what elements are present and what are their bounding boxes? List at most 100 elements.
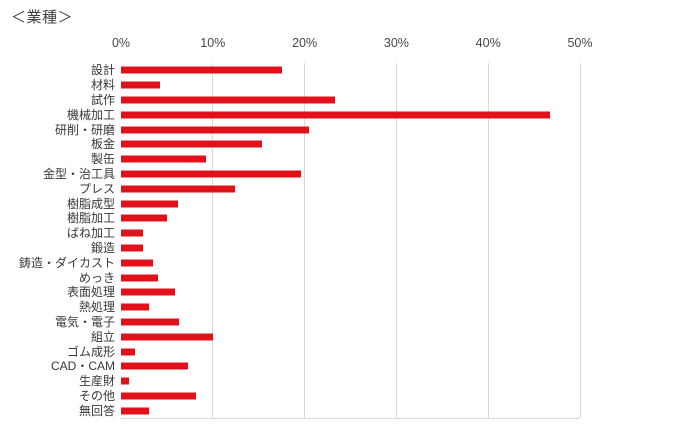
category-label: 設計 bbox=[90, 63, 115, 78]
chart-row: 生産財 bbox=[0, 374, 700, 389]
bar bbox=[121, 244, 144, 252]
bar bbox=[121, 318, 179, 326]
bar bbox=[121, 81, 161, 89]
gridline bbox=[395, 63, 397, 418]
bar-track bbox=[121, 255, 580, 270]
gridline bbox=[579, 63, 581, 418]
x-axis-tick: 20% bbox=[292, 36, 318, 50]
bar bbox=[121, 66, 282, 74]
bar bbox=[121, 111, 550, 119]
category-label: 電気・電子 bbox=[54, 314, 115, 329]
chart-row: 鍛造 bbox=[0, 241, 700, 256]
bar-track bbox=[121, 329, 580, 344]
chart-row: 樹脂成型 bbox=[0, 196, 700, 211]
chart-row: 鋳造・ダイカスト bbox=[0, 255, 700, 270]
category-label: 材料 bbox=[90, 78, 115, 93]
bar-track bbox=[121, 211, 580, 226]
chart-row: 研削・研磨 bbox=[0, 122, 700, 137]
chart-row: 試作 bbox=[0, 93, 700, 108]
chart-row: ゴム成形 bbox=[0, 344, 700, 359]
category-label: めっき bbox=[78, 270, 115, 285]
bar-track bbox=[121, 63, 580, 78]
category-label: 試作 bbox=[90, 92, 115, 107]
bar-track bbox=[121, 300, 580, 315]
category-label: CAD・CAM bbox=[50, 359, 115, 374]
category-label: 鍛造 bbox=[90, 240, 115, 255]
chart-row: 電気・電子 bbox=[0, 315, 700, 330]
chart-row: プレス bbox=[0, 181, 700, 196]
chart-row: 組立 bbox=[0, 329, 700, 344]
category-label: 金型・治工具 bbox=[42, 166, 115, 181]
bar-track bbox=[121, 78, 580, 93]
bar bbox=[121, 140, 263, 148]
bar bbox=[121, 170, 301, 178]
bar-track bbox=[121, 403, 580, 418]
bar-track bbox=[121, 344, 580, 359]
chart-row: ばね加工 bbox=[0, 226, 700, 241]
bar bbox=[121, 377, 130, 385]
plot-area bbox=[121, 63, 581, 419]
bar bbox=[121, 126, 310, 134]
bar bbox=[121, 214, 167, 222]
x-axis-tick: 50% bbox=[567, 36, 593, 50]
chart-row: 無回答 bbox=[0, 403, 700, 418]
gridline bbox=[212, 63, 214, 418]
category-label: 鋳造・ダイカスト bbox=[18, 255, 115, 270]
bar bbox=[121, 274, 158, 282]
bar-track bbox=[121, 122, 580, 137]
gridline bbox=[304, 63, 306, 418]
category-label: その他 bbox=[78, 388, 115, 403]
bar-track bbox=[121, 241, 580, 256]
chart-row: その他 bbox=[0, 389, 700, 404]
chart-row: CAD・CAM bbox=[0, 359, 700, 374]
bar-track bbox=[121, 359, 580, 374]
bar bbox=[121, 362, 188, 370]
bar-track bbox=[121, 270, 580, 285]
bar-track bbox=[121, 181, 580, 196]
category-label: 製缶 bbox=[90, 152, 115, 167]
category-label: ゴム成形 bbox=[66, 344, 115, 359]
category-label: 樹脂成型 bbox=[66, 196, 115, 211]
category-label: 無回答 bbox=[78, 403, 115, 418]
x-axis-tick: 0% bbox=[111, 36, 131, 50]
x-axis: 0% 10% 20% 30% 40% 50% bbox=[112, 36, 593, 52]
chart-row: 金型・治工具 bbox=[0, 167, 700, 182]
bar-track bbox=[121, 167, 580, 182]
x-axis-tick: 30% bbox=[383, 36, 409, 50]
bar bbox=[121, 96, 335, 104]
category-label: 樹脂加工 bbox=[66, 211, 115, 226]
category-label: 表面処理 bbox=[66, 285, 115, 300]
chart-row: 材料 bbox=[0, 78, 700, 93]
chart-row: 板金 bbox=[0, 137, 700, 152]
bar-track bbox=[121, 226, 580, 241]
chart-title: ＜業種＞ bbox=[11, 9, 74, 26]
bar bbox=[121, 407, 149, 415]
bar bbox=[121, 288, 176, 296]
bar-rows: 設計 材料 試作 機械加工 研削・研磨 板金 製缶 金型・治工具 プレス 樹脂成型 樹脂加工 ばね加工… bbox=[0, 63, 700, 418]
x-axis-tick: 40% bbox=[475, 36, 501, 50]
chart-row: 設計 bbox=[0, 63, 700, 78]
bar bbox=[121, 229, 144, 237]
chart-row: 表面処理 bbox=[0, 285, 700, 300]
bar-track bbox=[121, 285, 580, 300]
category-label: 組立 bbox=[90, 329, 115, 344]
bar bbox=[121, 185, 235, 193]
bar-track bbox=[121, 152, 580, 167]
bar bbox=[121, 200, 178, 208]
chart-row: 製缶 bbox=[0, 152, 700, 167]
bar bbox=[121, 303, 150, 311]
bar bbox=[121, 333, 213, 341]
bar bbox=[121, 259, 154, 267]
gridline bbox=[487, 63, 489, 418]
category-label: 熱処理 bbox=[78, 300, 115, 315]
chart-row: めっき bbox=[0, 270, 700, 285]
bar-track bbox=[121, 315, 580, 330]
chart-row: 熱処理 bbox=[0, 300, 700, 315]
bar bbox=[121, 155, 207, 163]
bar-track bbox=[121, 196, 580, 211]
bar-track bbox=[121, 137, 580, 152]
category-label: 機械加工 bbox=[66, 107, 115, 122]
category-label: プレス bbox=[78, 181, 115, 196]
category-label: 研削・研磨 bbox=[54, 122, 115, 137]
